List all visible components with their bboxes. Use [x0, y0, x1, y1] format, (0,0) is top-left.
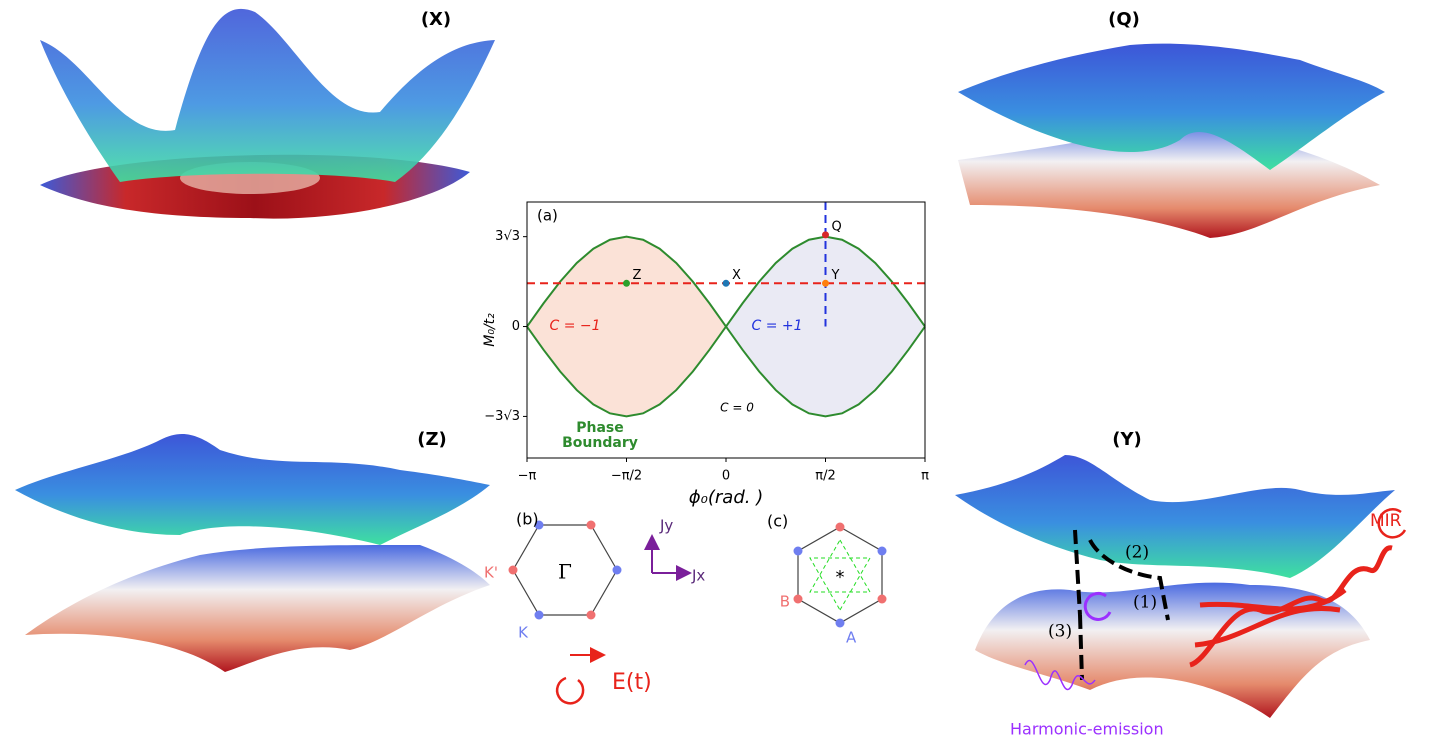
label: A — [846, 629, 857, 647]
surface-q — [958, 44, 1385, 238]
x-tick-label: −π/2 — [611, 469, 642, 484]
x-tick-label: 0 — [722, 469, 730, 484]
point-label: Y — [831, 268, 840, 283]
label: * — [836, 567, 845, 588]
x-tick-label: π/2 — [815, 469, 835, 484]
step-label: (3) — [1048, 622, 1072, 642]
label: B — [780, 593, 790, 611]
point-label: Z — [633, 268, 642, 283]
label: Jx — [691, 567, 705, 585]
label: K — [518, 624, 529, 642]
point — [723, 280, 730, 287]
lattice-c: (c) * B A — [767, 512, 887, 647]
step-label: (1) — [1133, 593, 1157, 613]
y-tick-label: 0 — [512, 319, 520, 334]
y-tick-label: −3√3 — [484, 409, 520, 424]
point-label: Q — [832, 219, 842, 234]
panel-label: (X) — [421, 9, 451, 30]
lattice-b: (b) Jy Jx K' Γ K E(t) — [484, 510, 705, 704]
annotation: Phase — [576, 420, 624, 436]
figure: (X) (Q) (Z) (Y) Z X Y Q C = −1 C = +1 C = 0 Pha… — [0, 0, 1441, 741]
point — [822, 280, 829, 287]
label: (b) — [516, 510, 539, 529]
point — [822, 231, 829, 238]
label: (c) — [767, 512, 788, 531]
surface-x — [40, 9, 495, 219]
step-label: (2) — [1125, 543, 1149, 563]
annotation: C = 0 — [720, 401, 754, 415]
label: Γ — [558, 560, 572, 584]
y-axis-label: M₀/t₂ — [482, 313, 498, 347]
point — [623, 280, 630, 287]
y-tick-label: 3√3 — [495, 229, 520, 244]
mir-label: MIR — [1370, 511, 1402, 531]
x-tick-label: π — [921, 469, 929, 484]
label: K' — [484, 564, 498, 582]
annotation: C = +1 — [751, 318, 802, 334]
panel-label: (Z) — [417, 429, 447, 450]
annotation: Boundary — [562, 435, 638, 451]
chart-title: (a) — [537, 207, 558, 225]
emission-label: Harmonic-emission — [1010, 720, 1164, 739]
annotation: C = −1 — [549, 318, 600, 334]
surface-z — [15, 434, 490, 672]
x-axis-label: ϕ₀(rad. ) — [689, 487, 763, 508]
label: Jy — [659, 517, 673, 535]
surface-y — [955, 455, 1405, 718]
x-tick-label: −π — [518, 469, 537, 484]
panel-label: (Y) — [1112, 429, 1142, 450]
label: E(t) — [612, 670, 652, 695]
panel-label: (Q) — [1108, 9, 1140, 30]
point-label: X — [732, 268, 741, 283]
